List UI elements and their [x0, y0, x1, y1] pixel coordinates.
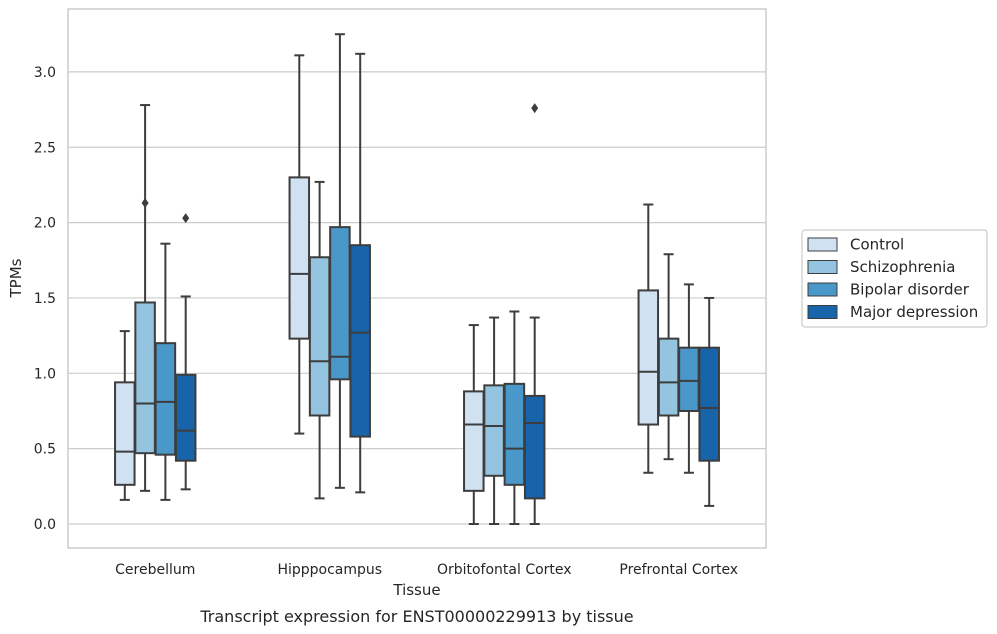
- outlier-point: [531, 103, 539, 114]
- legend-swatch-major-depression: [807, 305, 838, 319]
- box-body: [134, 301, 156, 455]
- box-major-depression-orbitofontal-cortex: [523, 103, 546, 525]
- y-axis-label: TPMs: [7, 258, 25, 298]
- legend: Control Schizophrenia Bipolar disorder Majo…: [801, 229, 988, 328]
- x-tick-label: Cerebellum: [115, 562, 195, 578]
- box-bipolar-disorder-prefrontal-cortex: [678, 283, 700, 474]
- box-body: [174, 373, 197, 462]
- box-body: [483, 384, 505, 477]
- legend-frame: [801, 229, 988, 328]
- y-axis-ticks: 0.0 0.5 1.0 1.5 2.0 2.5 3.0: [34, 65, 56, 533]
- y-tick-label: 2.5: [34, 140, 56, 156]
- y-tick-label: 3.0: [34, 65, 56, 81]
- box-schizophrenia-orbitofontal-cortex: [483, 316, 505, 525]
- box-schizophrenia-prefrontal-cortex: [657, 253, 680, 461]
- box-bipolar-disorder-cerebellum: [154, 242, 177, 501]
- box-control-orbitofontal-cortex: [463, 324, 485, 525]
- x-tick-label: Orbitofontal Cortex: [437, 562, 572, 578]
- legend-label-major-depression: Major depression: [850, 303, 978, 321]
- y-tick-label: 1.5: [34, 291, 56, 307]
- x-tick-label: Prefrontal Cortex: [619, 562, 738, 578]
- box-major-depression-hipppocampus: [349, 52, 371, 494]
- box-control-hipppocampus: [288, 54, 311, 435]
- x-axis-ticks: Cerebellum Hipppocampus Orbitofontal Corte…: [115, 562, 738, 578]
- box-body: [114, 381, 136, 486]
- box-body: [523, 394, 546, 500]
- x-axis-label: Tissue: [392, 581, 440, 599]
- box-body: [503, 382, 526, 486]
- legend-label-control: Control: [850, 236, 904, 254]
- box-control-cerebellum: [114, 330, 136, 501]
- y-tick-label: 0.5: [34, 442, 56, 458]
- box-schizophrenia-hipppocampus: [308, 180, 331, 500]
- box-schizophrenia-cerebellum: [134, 104, 156, 492]
- box-body: [154, 342, 177, 456]
- box-body: [288, 176, 311, 340]
- box-body: [463, 390, 485, 492]
- plot-frame: [67, 8, 767, 549]
- legend-swatch-control: [807, 237, 838, 252]
- box-control-prefrontal-cortex: [637, 203, 660, 474]
- box-bipolar-disorder-orbitofontal-cortex: [503, 310, 526, 525]
- y-tick-label: 0.0: [34, 517, 56, 533]
- box-body: [308, 256, 331, 417]
- box-major-depression-prefrontal-cortex: [698, 296, 720, 507]
- legend-label-schizophrenia: Schizophrenia: [850, 258, 955, 276]
- legend-swatch-bipolar-disorder: [807, 282, 838, 297]
- box-body: [698, 346, 720, 462]
- box-body: [637, 289, 660, 426]
- x-tick-label: Hipppocampus: [277, 562, 382, 578]
- legend-label-bipolar-disorder: Bipolar disorder: [850, 281, 970, 299]
- box-major-depression-cerebellum: [174, 213, 197, 491]
- box-body: [678, 346, 700, 412]
- outlier-point: [182, 213, 190, 224]
- y-tick-label: 2.0: [34, 216, 56, 232]
- legend-swatch-schizophrenia: [807, 260, 838, 274]
- box-series: [114, 33, 720, 525]
- box-bipolar-disorder-hipppocampus: [329, 33, 351, 489]
- outlier-point: [141, 198, 149, 209]
- gridlines: [68, 71, 766, 525]
- box-body: [349, 244, 371, 438]
- y-tick-label: 1.0: [34, 366, 56, 382]
- chart-caption: Transcript expression for ENST0000022991…: [199, 607, 633, 626]
- box-body: [657, 337, 680, 417]
